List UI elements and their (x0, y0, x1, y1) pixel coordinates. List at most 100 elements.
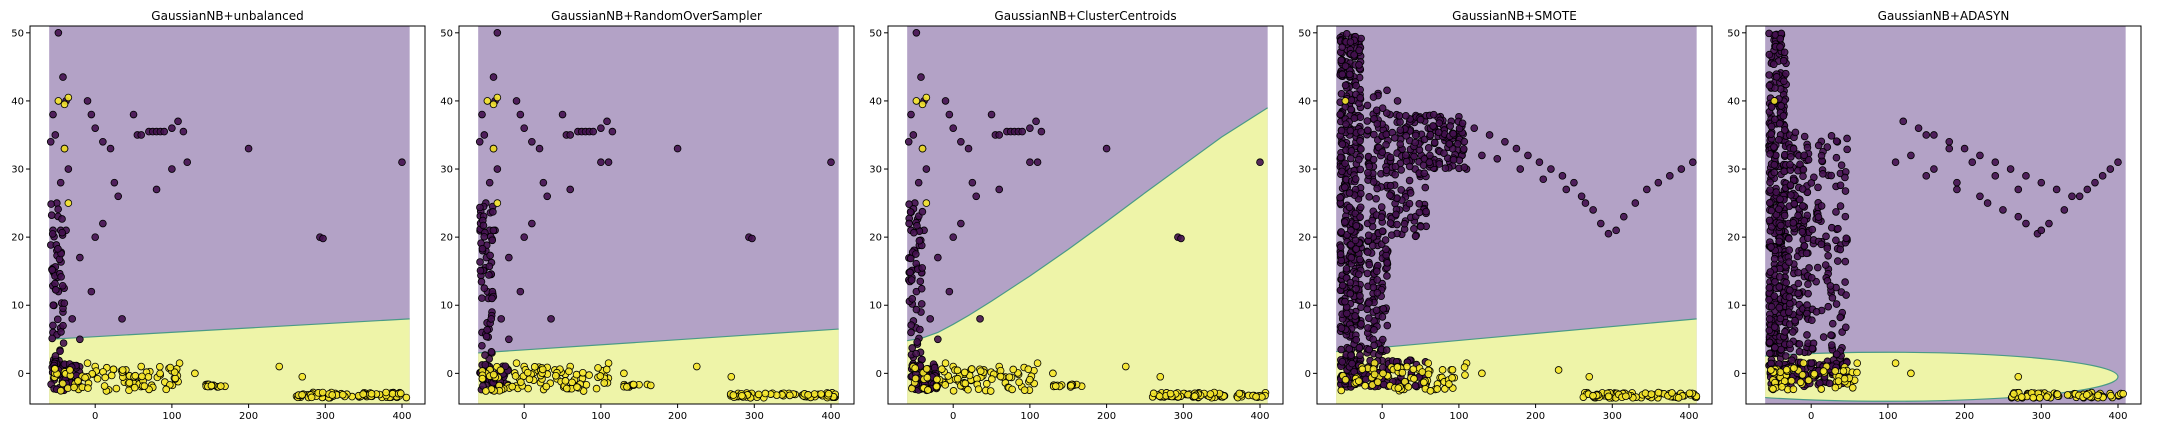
majority-point (1798, 185, 1807, 193)
majority-point (1026, 124, 1034, 132)
minority-point (953, 374, 962, 383)
majority-point (1345, 203, 1354, 212)
majority-point (1347, 105, 1355, 114)
majority-point (1365, 193, 1373, 201)
majority-point (99, 219, 107, 228)
majority-point (1370, 326, 1378, 334)
majority-point (1383, 259, 1391, 267)
minority-point (1361, 381, 1369, 390)
majority-point (1351, 175, 1360, 183)
majority-point (1370, 341, 1378, 350)
y-tick-label: 50 (1298, 28, 1311, 39)
majority-point (1803, 143, 1812, 152)
minority-point (489, 100, 498, 109)
y-tick-label: 50 (440, 28, 453, 39)
majority-point (1770, 168, 1779, 177)
minority-point (138, 372, 146, 381)
majority-point (1775, 205, 1783, 214)
majority-point (918, 207, 927, 216)
majority-point (59, 321, 67, 330)
minority-point (2119, 389, 2127, 398)
x-tick-label: 300 (1603, 411, 1622, 422)
majority-point (60, 299, 69, 308)
majority-point (1836, 245, 1845, 254)
x-tick-label: 400 (821, 411, 840, 422)
majority-point (1766, 268, 1775, 276)
y-tick-label: 0 (876, 369, 882, 380)
minority-point (1554, 366, 1563, 374)
minority-point (1789, 385, 1798, 394)
minority-point (93, 374, 102, 383)
majority-point (1373, 267, 1381, 276)
x-axis: 0 100 200 300 400 (950, 404, 1270, 422)
majority-point (1363, 305, 1371, 314)
majority-point (1832, 208, 1840, 216)
majority-point (1891, 158, 1900, 167)
majority-point (1817, 202, 1826, 210)
majority-point (479, 221, 488, 230)
minority-point (307, 393, 316, 402)
majority-point (957, 219, 965, 228)
minority-point (2063, 391, 2072, 399)
majority-point (58, 228, 66, 237)
majority-point (908, 344, 916, 352)
majority-point (1776, 314, 1785, 323)
minority-point (1853, 368, 1861, 377)
x-tick-label: 100 (162, 411, 181, 422)
majority-point (1787, 191, 1795, 199)
majority-point (1803, 331, 1811, 339)
minority-point (125, 378, 134, 387)
minority-point (166, 363, 175, 372)
minority-point (1438, 366, 1447, 374)
majority-point (1834, 224, 1842, 233)
minority-point (1817, 385, 1826, 393)
majority-point (1411, 382, 1420, 390)
majority-point (1794, 279, 1803, 288)
minority-point (949, 387, 958, 395)
majority-point (1352, 285, 1360, 293)
majority-point (941, 97, 950, 105)
majority-point (1382, 346, 1391, 354)
majority-point (1770, 254, 1779, 263)
majority-point (1435, 119, 1444, 127)
minority-point (74, 377, 82, 385)
minority-point (2043, 393, 2051, 401)
y-tick-label: 40 (11, 96, 24, 107)
majority-point (493, 165, 502, 173)
majority-point (480, 232, 489, 241)
majority-point (475, 137, 484, 146)
majority-point (1373, 184, 1381, 193)
majority-point (912, 349, 920, 358)
majority-point (1383, 321, 1392, 330)
majority-point (1355, 270, 1363, 279)
minority-point (1404, 383, 1413, 391)
majority-point (505, 335, 513, 344)
majority-point (56, 178, 65, 187)
majority-point (1765, 338, 1774, 347)
minority-point (1252, 392, 1260, 401)
majority-point (1770, 323, 1779, 331)
majority-point (909, 131, 918, 139)
majority-point (1378, 227, 1387, 235)
points (1336, 30, 1701, 402)
majority-point (1411, 138, 1420, 147)
x-axis: 0 100 200 300 400 (92, 404, 412, 422)
minority-point (754, 390, 763, 399)
majority-point (1396, 118, 1404, 126)
majority-point (535, 144, 544, 153)
majority-point (1391, 162, 1400, 171)
majority-point (907, 328, 915, 337)
majority-point (1363, 117, 1372, 125)
minority-point (1654, 388, 1663, 397)
majority-point (1776, 43, 1784, 51)
majority-point (54, 245, 62, 253)
minority-point (2053, 390, 2062, 399)
majority-point (1570, 178, 1578, 187)
majority-point (481, 351, 489, 359)
majority-point (976, 315, 984, 323)
majority-point (2037, 178, 2046, 187)
majority-point (1795, 340, 1804, 348)
axes-frame (1745, 25, 2142, 405)
x-tick-label: 100 (1449, 411, 1468, 422)
minority-point (1373, 378, 1382, 386)
